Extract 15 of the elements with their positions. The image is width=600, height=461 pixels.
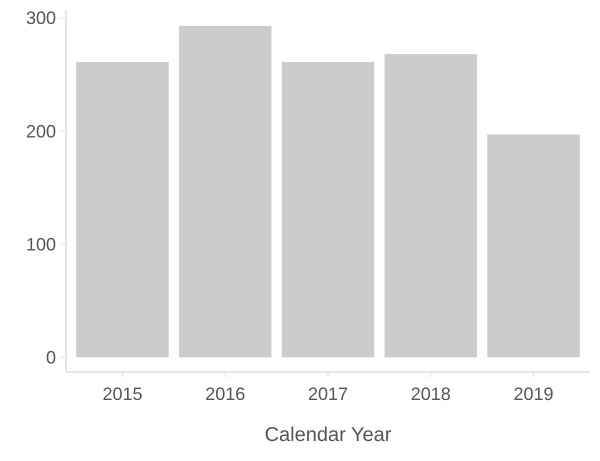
x-axis-title: Calendar Year [264, 424, 392, 446]
x-tick-label: 2015 [102, 384, 143, 404]
bar [487, 134, 580, 358]
bar [282, 62, 374, 358]
y-tick-label: 100 [26, 234, 56, 254]
x-tick-label: 2019 [513, 384, 554, 404]
y-tick-label: 0 [46, 348, 56, 368]
x-tick-label: 2017 [308, 384, 348, 404]
y-tick-label: 300 [26, 8, 56, 28]
bar [179, 26, 272, 358]
x-tick-label: 2018 [410, 384, 451, 404]
y-tick-label: 200 [26, 121, 56, 142]
bar [76, 62, 169, 358]
x-tick-label: 2016 [205, 384, 246, 404]
bar [384, 54, 477, 358]
